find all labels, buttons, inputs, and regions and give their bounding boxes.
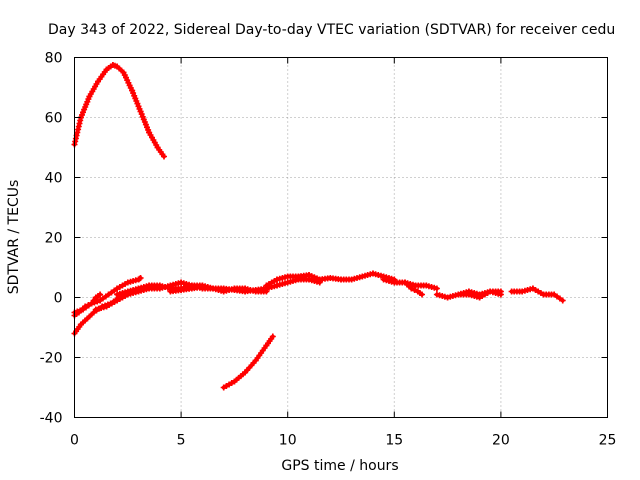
series-arc10 [380,276,440,292]
series-arc8 [220,333,276,391]
x-tick-label: 0 [70,433,79,449]
series-arc4 [71,291,104,319]
data-point [161,153,167,160]
grid [74,57,608,418]
y-tick-label: 80 [45,51,63,67]
y-axis-label: SDTVAR / TECUs [6,180,22,295]
x-tick-label: 20 [492,433,510,449]
data-point [433,285,440,292]
series-arc1 [71,62,167,160]
data-point [82,303,89,310]
y-tick-label: 40 [45,171,63,187]
data-point [497,288,504,295]
series-arc13 [455,288,504,298]
series-arc14 [508,285,566,304]
data-point [411,287,418,293]
series-line [72,63,166,159]
series-line [221,334,275,390]
y-tick-label: 20 [45,231,63,247]
series-arc9 [263,270,398,289]
data-point [559,297,566,304]
chart-title: Day 343 of 2022, Sidereal Day-to-day VTE… [48,22,615,38]
data-series [71,62,566,391]
series-arc11 [402,279,425,298]
data-point [137,275,144,281]
y-tick-label: 60 [45,111,63,127]
y-tick-label: -20 [40,351,63,367]
data-point [85,302,92,308]
x-axis-label: GPS time / hours [281,458,398,474]
x-tick-label: 5 [177,433,186,449]
y-tick-label: -40 [40,411,63,427]
y-tick-label: 0 [54,291,63,307]
data-point [269,333,276,340]
data-point [419,291,425,298]
axes-ticks: 0 5 10 15 20 25 -40 -20 0 20 40 60 80 [40,51,617,449]
x-tick-label: 25 [599,433,617,449]
x-tick-label: 15 [385,433,403,449]
x-tick-label: 10 [279,433,297,449]
plot-frame [74,57,608,418]
series-arc7 [167,276,323,295]
data-point [408,285,415,292]
data-point [97,291,104,298]
